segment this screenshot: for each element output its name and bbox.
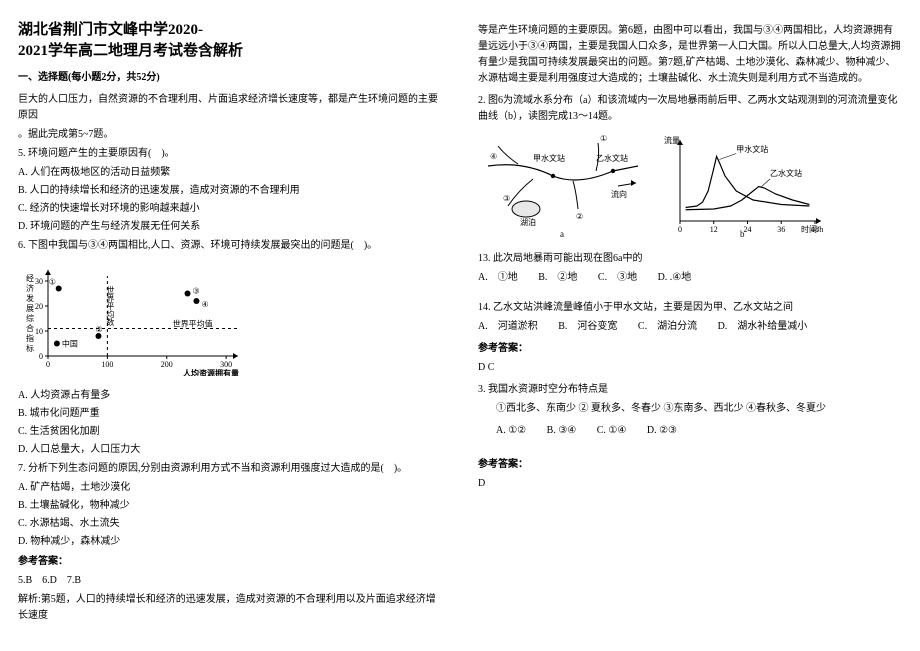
question-6: 6. 下图中我国与③④两国相比,人口、资源、环境可持续发展最突出的问题是( )。 xyxy=(18,238,442,254)
q6-opt-a: A. 人均资源占有量多 xyxy=(18,388,442,404)
q14-opt-a: A. 河道淤积 xyxy=(478,321,538,332)
question-14: 14. 乙水文站洪峰流量峰值小于甲水文站，主要是因为甲、乙水文站之间 xyxy=(478,300,902,316)
question-13: 13. 此次局地暴雨可能出现在图6a中的 xyxy=(478,251,902,267)
q3-opt-a: A. ①② xyxy=(496,425,526,436)
title-line-2: 2021学年高二地理月考试卷含解析 xyxy=(18,41,442,62)
q14-opt-c: C. 湖泊分流 xyxy=(638,321,697,332)
q7-opt-b: B. 土壤盐碱化，物种减少 xyxy=(18,498,442,514)
answer-3: D xyxy=(478,476,902,492)
svg-text:经: 经 xyxy=(26,273,34,283)
q5-opt-d: D. 环境问题的产生与经济发展无任何关系 xyxy=(18,219,442,235)
svg-text:④: ④ xyxy=(490,152,497,161)
svg-text:甲水文站: 甲水文站 xyxy=(736,144,768,154)
svg-text:人均资源拥有量: 人均资源拥有量 xyxy=(183,368,239,376)
doc-title: 湖北省荆门市文峰中学2020- 2021学年高二地理月考试卷含解析 xyxy=(18,20,442,62)
svg-text:展: 展 xyxy=(26,304,34,313)
svg-text:济: 济 xyxy=(26,283,34,293)
figure-b: 012243648甲水文站乙水文站流量时间/hb xyxy=(658,131,828,241)
section-1-head: 一、选择题(每小题2分，共52分) xyxy=(18,70,442,86)
q14-options: A. 河道淤积 B. 河谷变宽 C. 湖泊分流 D. 湖水补给量减小 xyxy=(478,319,902,335)
answer-1314: D C xyxy=(478,360,902,376)
q5-opt-c: C. 经济的快速增长对环境的影响越来越小 xyxy=(18,201,442,217)
svg-text:指: 指 xyxy=(26,333,34,343)
svg-text:0: 0 xyxy=(678,225,682,234)
q5-opt-b: B. 人口的持续增长和经济的迅速发展，造成对资源的不合理利用 xyxy=(18,183,442,199)
q13-opt-a: A. ①地 xyxy=(478,272,518,283)
question-2-intro: 2. 图6为流域水系分布（a）和该流域内一次局地暴雨前后甲、乙两水文站观测到的河… xyxy=(478,93,902,125)
svg-text:③: ③ xyxy=(503,194,510,203)
svg-text:中国: 中国 xyxy=(62,339,78,349)
svg-text:流向: 流向 xyxy=(611,189,627,199)
svg-text:乙水文站: 乙水文站 xyxy=(596,153,628,163)
q3-opt-d: D. ②③ xyxy=(647,425,677,436)
svg-text:a: a xyxy=(560,229,564,239)
q13-options: A. ①地 B. ②地 C. ③地 D. .④地 xyxy=(478,270,902,286)
answer-header: 参考答案： xyxy=(18,554,442,570)
svg-text:④: ④ xyxy=(201,300,208,309)
q6-opt-d: D. 人口总量大，人口压力大 xyxy=(18,442,442,458)
q7-opt-a: A. 矿产枯竭，土地沙漠化 xyxy=(18,480,442,496)
svg-text:①: ① xyxy=(600,134,607,143)
question-3: 3. 我国水资源时空分布特点是 xyxy=(478,382,902,398)
q14-opt-d: D. 湖水补给量减小 xyxy=(718,321,808,332)
svg-text:36: 36 xyxy=(777,225,785,234)
q5-opt-a: A. 人们在两极地区的活动日益频繁 xyxy=(18,165,442,181)
svg-text:甲水文站: 甲水文站 xyxy=(533,153,565,163)
svg-text:标: 标 xyxy=(26,343,34,353)
intro-para: 巨大的人口压力，自然资源的不合理利用、片面追求经济增长速度等，都是产生环境问题的… xyxy=(18,92,442,124)
q3-choices: ①西北多、东南少 ② 夏秋多、冬春少 ③东南多、西北少 ④春秋多、冬夏少 xyxy=(496,401,902,417)
scatter-chart: 0 100 200 300 0 10 20 30 世界平均数世界平均值中国 ① ② ③④ 经济发展综合指… xyxy=(18,261,248,376)
right-column: 等是产生环境问题的主要原因。第6题，由图中可以看出，我国与③④两国相比，人均资源… xyxy=(460,0,920,651)
svg-text:世界平均数: 世界平均数 xyxy=(106,285,115,327)
svg-text:发: 发 xyxy=(26,293,34,303)
svg-text:综: 综 xyxy=(26,313,34,323)
svg-text:①: ① xyxy=(49,278,56,287)
svg-text:湖泊: 湖泊 xyxy=(520,217,536,227)
svg-text:20: 20 xyxy=(35,302,43,311)
answer-header-3: 参考答案： xyxy=(478,457,902,473)
svg-text:200: 200 xyxy=(161,360,173,369)
svg-text:③: ③ xyxy=(193,287,200,296)
svg-text:30: 30 xyxy=(35,277,43,286)
col2-top-para: 等是产生环境问题的主要原因。第6题，由图中可以看出，我国与③④两国相比，人均资源… xyxy=(478,23,902,87)
q13-opt-d: D. .④地 xyxy=(658,272,692,283)
q6-opt-b: B. 城市化问题严重 xyxy=(18,406,442,422)
left-column: 湖北省荆门市文峰中学2020- 2021学年高二地理月考试卷含解析 一、选择题(… xyxy=(0,0,460,651)
q3-opt-b: B. ③④ xyxy=(547,425,577,436)
figure-row: 湖泊甲水文站乙水文站流向④③②①a 012243648甲水文站乙水文站流量时间/… xyxy=(478,131,902,241)
title-line-1: 湖北省荆门市文峰中学2020- xyxy=(18,20,442,41)
svg-text:合: 合 xyxy=(26,323,34,333)
analysis-5: 解析:第5题，人口的持续增长和经济的迅速发展，造成对资源的不合理利用以及片面追求… xyxy=(18,592,442,624)
intro-para-2: 。据此完成第5~7题。 xyxy=(18,127,442,143)
svg-text:b: b xyxy=(740,229,745,239)
svg-text:24: 24 xyxy=(744,225,752,234)
answer-567: 5.B 6.D 7.B xyxy=(18,573,442,589)
svg-text:流量: 流量 xyxy=(664,135,680,145)
svg-text:②: ② xyxy=(576,212,583,221)
svg-text:乙水文站: 乙水文站 xyxy=(770,168,802,178)
svg-text:10: 10 xyxy=(35,327,43,336)
svg-text:12: 12 xyxy=(710,225,718,234)
question-7: 7. 分析下列生态问题的原因,分别由资源利用方式不当和资源利用强度过大造成的是(… xyxy=(18,461,442,477)
q6-opt-c: C. 生活贫困化加剧 xyxy=(18,424,442,440)
svg-text:300: 300 xyxy=(220,360,232,369)
q14-opt-b: B. 河谷变宽 xyxy=(558,321,617,332)
answer-header-2: 参考答案： xyxy=(478,341,902,357)
q13-opt-b: B. ②地 xyxy=(538,272,577,283)
figure-a: 湖泊 甲水文站 乙水文站流向 ④ ③ ② ① a xyxy=(478,131,648,241)
q3-opt-c: C. ①④ xyxy=(597,425,627,436)
svg-text:0: 0 xyxy=(46,360,50,369)
svg-text:②: ② xyxy=(95,325,102,334)
q13-opt-c: C. ③地 xyxy=(598,272,637,283)
svg-text:世界平均值: 世界平均值 xyxy=(173,319,213,329)
svg-text:时间/h: 时间/h xyxy=(801,224,823,234)
svg-text:0: 0 xyxy=(39,352,43,361)
svg-text:100: 100 xyxy=(101,360,113,369)
q7-opt-c: C. 水源枯竭、水土流失 xyxy=(18,516,442,532)
q7-opt-d: D. 物种减少，森林减少 xyxy=(18,534,442,550)
question-5: 5. 环境问题产生的主要原因有( )。 xyxy=(18,146,442,162)
q3-options: A. ①② B. ③④ C. ①④ D. ②③ xyxy=(496,423,902,439)
